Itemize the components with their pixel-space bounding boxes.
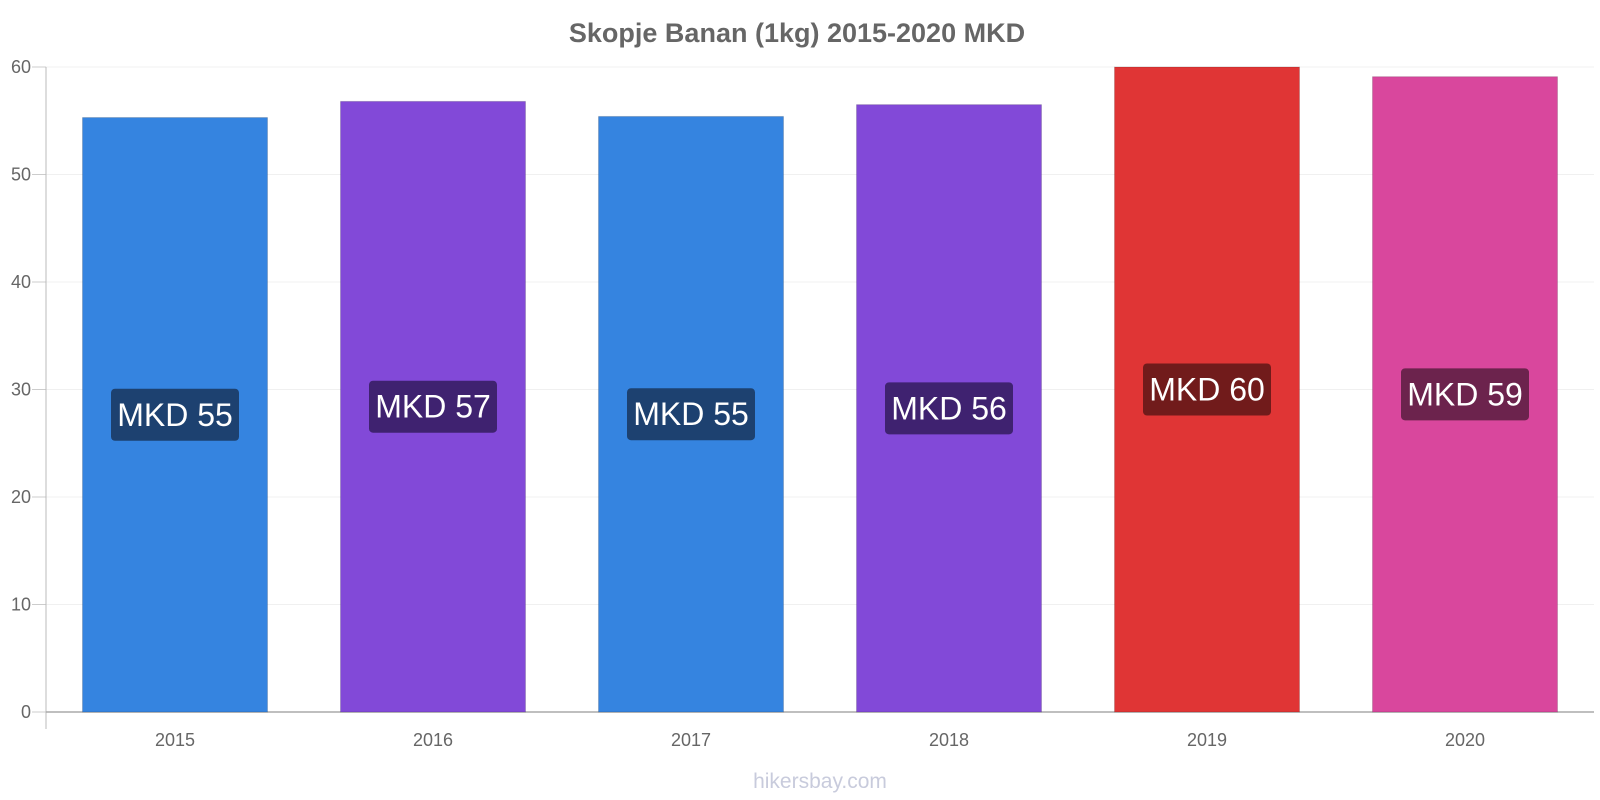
data-label-box	[1401, 368, 1529, 421]
x-tick-label-2016: 2016	[413, 730, 453, 750]
axes	[32, 66, 1594, 729]
data-label-2016: MKD 57	[369, 380, 497, 433]
data-label-text: MKD 59	[1407, 376, 1523, 412]
y-tick-label: 60	[11, 57, 31, 77]
data-label-box	[885, 382, 1013, 435]
y-tick-labels: 0 10 20 30 40 50 60	[11, 57, 31, 722]
y-tick-label: 20	[11, 487, 31, 507]
data-label-text: MKD 55	[633, 396, 749, 432]
data-label-box	[627, 388, 755, 441]
data-label-text: MKD 56	[891, 390, 1007, 426]
data-labels: MKD 55 MKD 57 MKD 55 MKD 56 MKD 60 MKD 59	[111, 363, 1529, 441]
x-tick-labels: 2015 2016 2017 2018 2019 2020	[155, 730, 1485, 750]
x-tick-label-2019: 2019	[1187, 730, 1227, 750]
data-label-2019: MKD 60	[1143, 363, 1271, 416]
gridlines	[46, 66, 1594, 605]
y-tick-label: 30	[11, 380, 31, 400]
data-label-text: MKD 55	[117, 397, 233, 433]
data-label-box	[369, 380, 497, 433]
y-tick-label: 50	[11, 165, 31, 185]
data-label-2015: MKD 55	[111, 388, 239, 441]
y-tick-label: 0	[21, 702, 31, 722]
data-label-box	[1143, 363, 1271, 416]
chart-title: Skopje Banan (1kg) 2015-2020 MKD	[569, 18, 1025, 48]
data-label-2018: MKD 56	[885, 382, 1013, 435]
data-label-text: MKD 57	[375, 389, 491, 425]
x-tick-label-2015: 2015	[155, 730, 195, 750]
data-label-text: MKD 60	[1149, 372, 1265, 408]
y-tick-label: 40	[11, 272, 31, 292]
data-label-2017: MKD 55	[627, 388, 755, 441]
x-tick-label-2017: 2017	[671, 730, 711, 750]
x-tick-label-2020: 2020	[1445, 730, 1485, 750]
y-tick-label: 10	[11, 595, 31, 615]
data-label-box	[111, 388, 239, 441]
x-tick-label-2018: 2018	[929, 730, 969, 750]
watermark: hikersbay.com	[753, 770, 887, 793]
data-label-2020: MKD 59	[1401, 368, 1529, 421]
